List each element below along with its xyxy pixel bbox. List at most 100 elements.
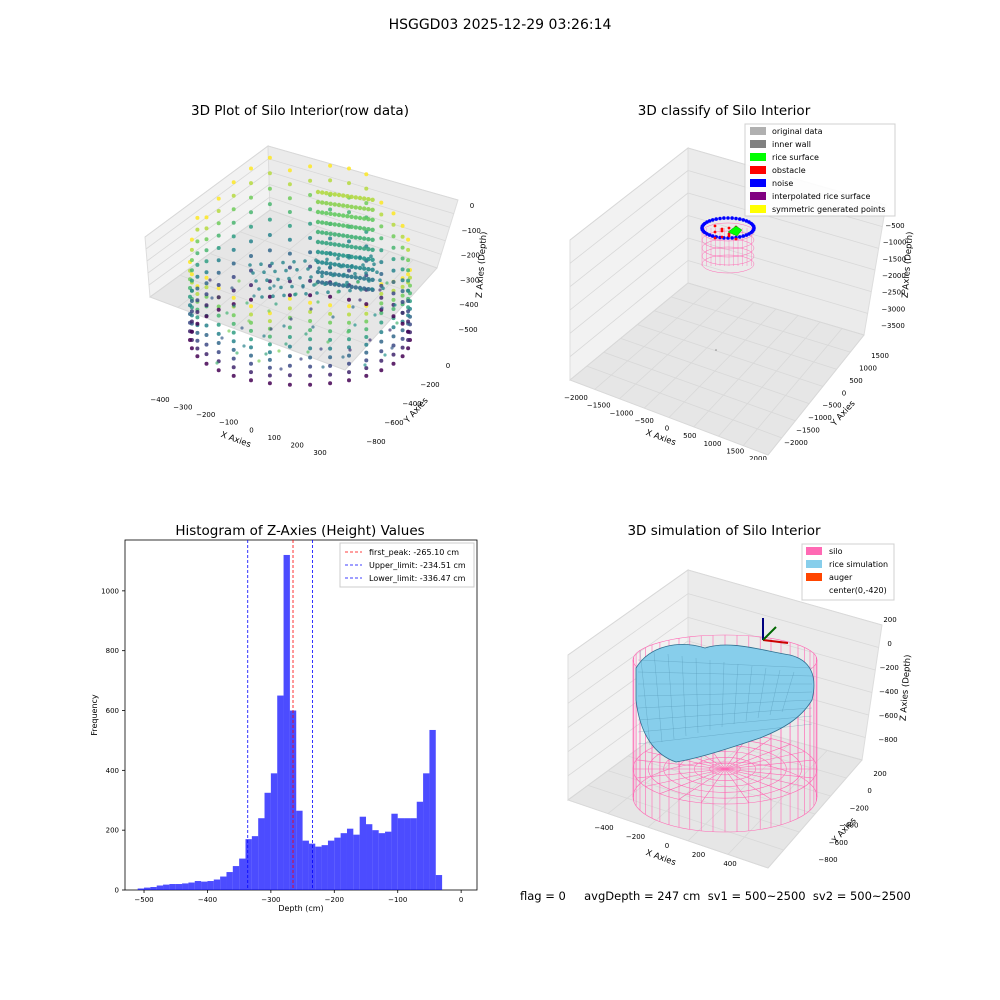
scatter-point <box>287 237 292 242</box>
histogram-bar <box>346 828 354 890</box>
scatter-point <box>347 181 351 186</box>
scatter-point <box>353 235 358 240</box>
scatter-point <box>195 262 200 267</box>
scatter-point <box>408 275 412 280</box>
scatter-point <box>370 247 375 252</box>
scatter-point <box>379 224 384 229</box>
scatter-point <box>301 285 305 289</box>
scatter-point <box>367 279 371 283</box>
scatter-point <box>391 222 396 227</box>
scatter-point <box>336 290 340 294</box>
y-tick-label: 600 <box>106 707 119 715</box>
scatter-point <box>231 330 236 335</box>
scatter-point <box>195 227 200 232</box>
mesh-line <box>637 691 813 697</box>
scatter-point <box>216 368 221 373</box>
scatter-point <box>204 285 209 290</box>
scatter-point <box>295 268 299 272</box>
plot2-y-tick: −1000 <box>808 414 832 422</box>
scatter-point <box>353 205 358 210</box>
plot2-z-tick: −2000 <box>882 272 906 280</box>
scatter-point <box>308 293 313 298</box>
scatter-point <box>328 381 333 386</box>
scatter-point <box>366 237 371 242</box>
scatter-point <box>328 363 333 368</box>
grid-line <box>569 379 769 456</box>
scatter-point <box>216 304 221 309</box>
scatter-point <box>336 282 342 288</box>
obstacle-point <box>713 230 717 234</box>
scatter-point <box>249 210 253 215</box>
x-tick-label: −200 <box>325 896 344 904</box>
scatter-point <box>345 204 350 209</box>
silo-floor-spoke <box>724 751 805 770</box>
scatter-point <box>347 166 351 171</box>
scatter-point <box>231 275 236 279</box>
scatter-point <box>276 277 280 282</box>
scatter-point <box>264 352 268 356</box>
histogram-bar <box>182 883 189 890</box>
scatter-point <box>262 270 266 275</box>
scatter-point <box>324 261 329 266</box>
scatter-point <box>379 212 384 217</box>
plot2-x-tick: 1500 <box>726 447 744 455</box>
plot4-y-tick: −600 <box>829 839 848 847</box>
x-tick-label: −300 <box>261 896 280 904</box>
scatter-point <box>353 323 357 327</box>
scatter-point <box>287 354 292 359</box>
histogram-bar <box>258 818 265 890</box>
histogram-bar <box>226 872 233 890</box>
scatter-point <box>277 349 281 353</box>
scatter-point <box>332 242 337 247</box>
grid-line <box>586 365 782 439</box>
plot2-z-tick: −1000 <box>883 239 907 247</box>
scatter-point <box>345 280 349 285</box>
scatter-point <box>267 279 272 284</box>
scatter-point <box>345 234 350 239</box>
grid-line <box>594 289 711 390</box>
noise-point <box>738 235 742 239</box>
legend-label: rice surface <box>772 153 819 162</box>
scatter-point <box>379 236 384 241</box>
scatter-point <box>406 247 411 252</box>
plot1-x-tick: 0 <box>249 426 253 434</box>
scatter-point <box>272 284 276 288</box>
scatter-point <box>287 382 292 387</box>
plot2-z-tick: −2500 <box>882 289 906 297</box>
scatter-point <box>249 370 253 375</box>
scatter-point <box>267 373 272 378</box>
plot2-title: 3D classify of Silo Interior <box>637 103 811 119</box>
scatter-point <box>332 202 337 207</box>
scatter-point <box>353 195 358 200</box>
scatter-point <box>324 211 329 216</box>
grid-line <box>742 328 843 446</box>
scatter-point <box>328 261 333 266</box>
obstacle-point <box>727 226 731 230</box>
histogram-bar <box>270 773 278 890</box>
scatter-point <box>269 327 273 331</box>
scatter-point <box>320 210 325 215</box>
legend-swatch <box>750 192 766 200</box>
plot1-y-tick: −800 <box>366 438 385 446</box>
plot2-legend: original data inner wall rice surface obsta… <box>744 123 896 217</box>
scatter-point <box>353 272 357 276</box>
scatter-point <box>231 373 236 378</box>
scatter-point <box>216 295 221 300</box>
plot2-y-tick: 0 <box>842 389 846 397</box>
noise-point <box>726 216 730 220</box>
scatter-point <box>328 329 333 334</box>
scatter-point <box>267 342 272 347</box>
scatter-point <box>406 338 411 342</box>
silo-floor-spoke <box>724 768 805 787</box>
obstacle-point <box>727 234 731 238</box>
scatter-point <box>308 207 313 212</box>
scatter-point <box>406 319 411 324</box>
grid-line <box>147 184 270 274</box>
scatter-point <box>364 186 369 191</box>
histogram-bar <box>391 813 398 890</box>
silo-floor-spoke <box>659 768 726 794</box>
scatter-point <box>324 271 329 276</box>
noise-point <box>718 216 722 221</box>
plot1-x-tick: −100 <box>219 419 238 427</box>
scatter-point <box>314 282 318 286</box>
